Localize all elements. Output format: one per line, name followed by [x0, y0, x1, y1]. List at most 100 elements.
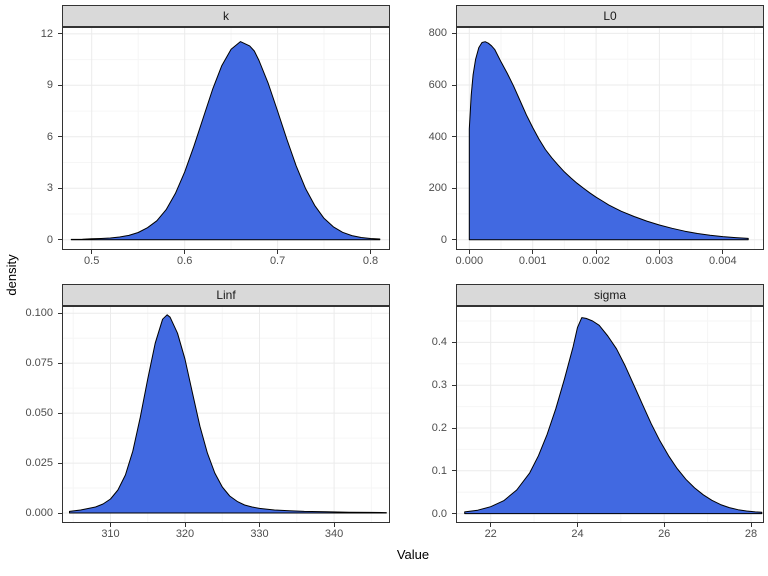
x-tick-label: 26 [658, 528, 671, 540]
y-tick-mark [452, 187, 456, 189]
x-tick-label: 0.6 [177, 255, 193, 267]
y-tick-label: 0.2 [431, 422, 447, 434]
plot-area-Linf [62, 306, 390, 523]
x-axis-k: 0.5 0.6 0.7 0.8 [62, 250, 390, 270]
y-tick-label: 0.050 [25, 407, 53, 420]
x-tick-label: 24 [571, 528, 584, 540]
y-tick-label: 0.0 [431, 507, 447, 520]
y-tick-mark [452, 384, 456, 386]
y-tick-label: 0.025 [25, 457, 53, 470]
facet-title: L0 [603, 9, 617, 23]
x-axis-L0: 0.000 0.001 0.002 0.003 0.004 [456, 250, 764, 270]
x-tick-mark [532, 250, 534, 254]
x-axis-title: Value [396, 547, 430, 562]
y-axis-L0: 0 200 400 600 800 [411, 27, 456, 250]
y-tick-mark [58, 187, 62, 189]
x-tick-mark [595, 250, 597, 254]
x-tick-label: 0.5 [84, 255, 100, 267]
y-tick-label: 0.3 [431, 379, 447, 392]
x-axis-sigma: 22 24 26 28 [456, 523, 764, 543]
plot-area-sigma [456, 306, 764, 523]
y-axis-sigma: 0.0 0.1 0.2 0.3 0.4 [411, 306, 456, 523]
x-tick-label: 310 [101, 528, 120, 540]
y-tick-mark [58, 136, 62, 138]
y-tick-mark [452, 470, 456, 472]
y-tick-mark [452, 239, 456, 241]
y-tick-label: 600 [428, 79, 447, 91]
facet-panel-L0: L0 0 200 400 600 800 0.000 0.001 0.002 0.003 0.0… [429, 5, 764, 267]
y-tick-mark [452, 136, 456, 138]
y-tick-label: 0 [440, 233, 447, 246]
x-tick-mark [468, 250, 470, 254]
x-tick-label: 0.004 [709, 255, 737, 267]
y-tick-mark [58, 512, 62, 514]
x-tick-mark [722, 250, 724, 254]
density-curve-svg [62, 306, 390, 523]
x-tick-mark [277, 250, 279, 254]
facet-title: sigma [593, 288, 626, 302]
x-tick-label: 340 [324, 528, 344, 540]
x-tick-mark [663, 523, 665, 527]
y-tick-label: 0 [46, 233, 53, 246]
x-tick-label: 0.002 [582, 255, 610, 267]
y-tick-label: 0.000 [25, 507, 53, 519]
y-axis-k: 0 3 6 9 12 [17, 27, 62, 250]
x-tick-label: 320 [175, 528, 195, 540]
x-tick-mark [370, 250, 371, 254]
y-axis-Linf: 0.000 0.025 0.050 0.075 0.100 [17, 306, 62, 523]
x-tick-label: 0.8 [362, 255, 379, 267]
y-tick-label: 200 [428, 182, 447, 195]
facet-strip-Linf: Linf [62, 284, 390, 306]
facet-panel-Linf: Linf 0.000 0.025 0.050 0.075 0.100 310 320 330… [25, 284, 390, 540]
plot-area-k [62, 27, 390, 250]
y-tick-mark [58, 312, 62, 314]
y-tick-mark [58, 412, 62, 414]
x-tick-mark [658, 250, 660, 254]
y-tick-label: 800 [428, 27, 447, 40]
y-tick-label: 0.1 [431, 464, 447, 477]
y-tick-mark [452, 32, 456, 34]
x-tick-mark [577, 523, 578, 527]
facet-strip-sigma: sigma [456, 284, 764, 306]
x-tick-label: 0.003 [645, 255, 674, 267]
facet-title: Linf [216, 288, 236, 302]
x-tick-mark [184, 250, 186, 254]
facet-panel-k: k 0 3 6 9 12 0.5 0.6 0.7 0.8 [41, 5, 390, 267]
density-curve-svg [62, 27, 390, 250]
x-tick-label: 28 [744, 528, 758, 540]
y-tick-mark [452, 513, 456, 515]
y-tick-mark [58, 84, 62, 86]
y-tick-mark [452, 84, 456, 86]
y-tick-mark [452, 341, 456, 343]
x-tick-mark [333, 523, 335, 527]
x-tick-mark [750, 523, 752, 527]
y-tick-mark [58, 362, 62, 364]
x-tick-label: 0.001 [518, 255, 547, 267]
y-tick-label: 9 [46, 79, 53, 92]
x-tick-label: 0.000 [455, 255, 484, 267]
y-tick-mark [58, 33, 62, 35]
x-tick-mark [259, 523, 260, 527]
y-tick-label: 6 [46, 130, 53, 143]
x-tick-mark [110, 523, 111, 527]
y-tick-label: 0.100 [25, 307, 53, 320]
y-tick-label: 3 [46, 182, 53, 195]
density-curve-svg [456, 306, 764, 523]
x-tick-mark [490, 523, 492, 527]
x-axis-Linf: 310 320 330 340 [62, 523, 390, 543]
y-tick-label: 0.075 [25, 357, 53, 370]
x-tick-mark [184, 523, 186, 527]
facet-title: k [223, 9, 229, 23]
y-tick-mark [58, 462, 62, 464]
y-tick-label: 400 [428, 130, 447, 143]
density-curve-svg [456, 27, 764, 250]
facet-strip-L0: L0 [456, 5, 764, 27]
y-tick-label: 12 [40, 27, 53, 40]
facet-strip-k: k [62, 5, 390, 27]
y-tick-mark [58, 239, 62, 241]
x-tick-mark [91, 250, 93, 254]
x-tick-label: 22 [484, 528, 497, 540]
facet-panel-sigma: sigma 0.0 0.1 0.2 0.3 0.4 22 24 26 28 [432, 284, 764, 540]
plot-area-L0 [456, 27, 764, 250]
